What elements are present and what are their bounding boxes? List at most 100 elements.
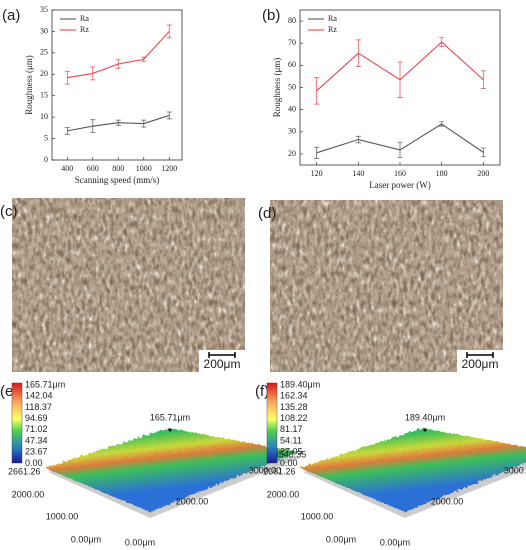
colorbar-label: 94.69 <box>25 413 48 423</box>
colorbar-label: 81.17 <box>280 424 303 434</box>
panel-label: (f) <box>255 383 269 400</box>
base-label: 2661.26 <box>263 466 296 476</box>
colorbar-label: 23.67 <box>25 447 48 457</box>
error-bar <box>90 119 96 133</box>
base-label: 2661.26 <box>8 466 41 476</box>
error-bar <box>439 37 445 47</box>
peak-label: 189.40μm <box>405 412 445 422</box>
y-tick-label: 20 <box>40 69 48 78</box>
scale-bar <box>208 352 236 358</box>
axis-label: 2000.00 <box>431 496 464 506</box>
panel-label: (d) <box>258 205 276 222</box>
colorbar-label: 0.00 <box>280 458 298 468</box>
y-axis-label: Roughness (μm) <box>272 58 282 118</box>
series-line <box>67 31 170 79</box>
axis-label: 2000.00 <box>12 489 45 499</box>
x-tick-label: 180 <box>436 169 448 178</box>
error-bar <box>480 70 486 89</box>
x-tick-label: 600 <box>87 164 99 173</box>
y-tick-label: 80 <box>288 16 296 25</box>
axis-label: 3548.35 <box>274 449 307 459</box>
panel-label: (b) <box>262 7 280 24</box>
error-bar <box>397 141 403 159</box>
colorbar-label: 27.05 <box>280 447 303 457</box>
colorbar-label: 71.02 <box>25 424 48 434</box>
plot-frame <box>51 9 183 161</box>
error-bar <box>480 147 486 158</box>
legend-label: Ra <box>80 14 89 23</box>
error-bar <box>90 66 96 81</box>
axis-label: 0.00μm <box>71 534 101 544</box>
error-bar <box>355 39 361 67</box>
legend-label: Rz <box>328 25 337 34</box>
colorbar-label: 54.11 <box>280 435 302 445</box>
x-tick-label: 160 <box>394 169 406 178</box>
axis-label: 3000.00 <box>249 465 282 475</box>
peak-marker <box>423 428 427 432</box>
colorbar-label: 189.40μm <box>280 379 320 389</box>
surface <box>45 428 298 512</box>
micrograph <box>270 200 503 372</box>
error-bar <box>115 119 121 126</box>
x-tick-label: 140 <box>352 169 364 178</box>
x-tick-label: 1200 <box>161 164 177 173</box>
error-bar <box>397 61 403 98</box>
y-tick-label: 50 <box>288 82 296 91</box>
colorbar <box>266 382 278 464</box>
scale-label: 200μm <box>462 357 499 371</box>
colorbar-label: 165.71μm <box>25 379 65 389</box>
colorbar-label: 142.04 <box>25 391 53 401</box>
x-axis-label: Laser power (W) <box>369 180 430 190</box>
peak-label: 165.71μm <box>150 412 190 422</box>
y-tick-label: 0 <box>44 155 48 164</box>
error-bar <box>166 111 172 120</box>
axis-label: 3000.00 <box>504 465 526 475</box>
error-bar <box>64 127 70 135</box>
error-bar <box>439 121 445 127</box>
error-bar <box>314 146 320 159</box>
y-tick-label: 15 <box>40 91 48 100</box>
y-tick-label: 25 <box>40 48 48 57</box>
x-tick-label: 200 <box>477 169 489 178</box>
colorbar-label: 135.28 <box>280 402 308 412</box>
error-bar <box>115 59 121 69</box>
colorbar-label: 108.22 <box>280 413 308 423</box>
y-tick-label: 30 <box>40 26 48 35</box>
colorbar-label: 162.34 <box>280 391 308 401</box>
x-axis-label: Scanning speed (mm/s) <box>75 175 160 185</box>
y-tick-label: 70 <box>288 38 296 47</box>
y-tick-label: 40 <box>288 104 296 113</box>
colorbar-label: 118.37 <box>25 402 52 412</box>
axis-label: 0.00μm <box>380 537 410 547</box>
colorbar-label: 47.34 <box>25 435 48 445</box>
panel-label: (c) <box>0 203 18 220</box>
axis-label: 2000.00 <box>267 489 300 499</box>
y-tick-label: 35 <box>40 5 48 14</box>
axis-label: 2000.00 <box>176 496 209 506</box>
legend-label: Ra <box>328 14 337 23</box>
error-bar <box>141 56 147 62</box>
y-tick-label: 5 <box>44 133 48 142</box>
y-tick-label: 30 <box>288 127 296 136</box>
x-tick-label: 400 <box>61 164 73 173</box>
y-tick-label: 20 <box>288 149 296 158</box>
peak-marker <box>168 428 172 432</box>
error-bar <box>141 119 147 128</box>
colorbar <box>11 382 23 464</box>
error-bar <box>166 24 172 39</box>
y-tick-label: 10 <box>40 112 48 121</box>
y-tick-label: 60 <box>288 60 296 69</box>
axis-label: 0.00μm <box>326 534 356 544</box>
colorbar-label: 0.00 <box>25 458 43 468</box>
scale-label: 200μm <box>204 357 241 371</box>
panel-label: (a) <box>2 7 20 24</box>
y-axis-label: Roughness (μm) <box>24 55 34 115</box>
error-bar <box>355 135 361 144</box>
micrograph <box>12 198 245 372</box>
error-bar <box>64 70 70 85</box>
x-tick-label: 120 <box>311 169 323 178</box>
x-tick-label: 1000 <box>136 164 152 173</box>
axis-label: 0.00μm <box>125 537 155 547</box>
axis-label: 1000.00 <box>46 511 79 521</box>
